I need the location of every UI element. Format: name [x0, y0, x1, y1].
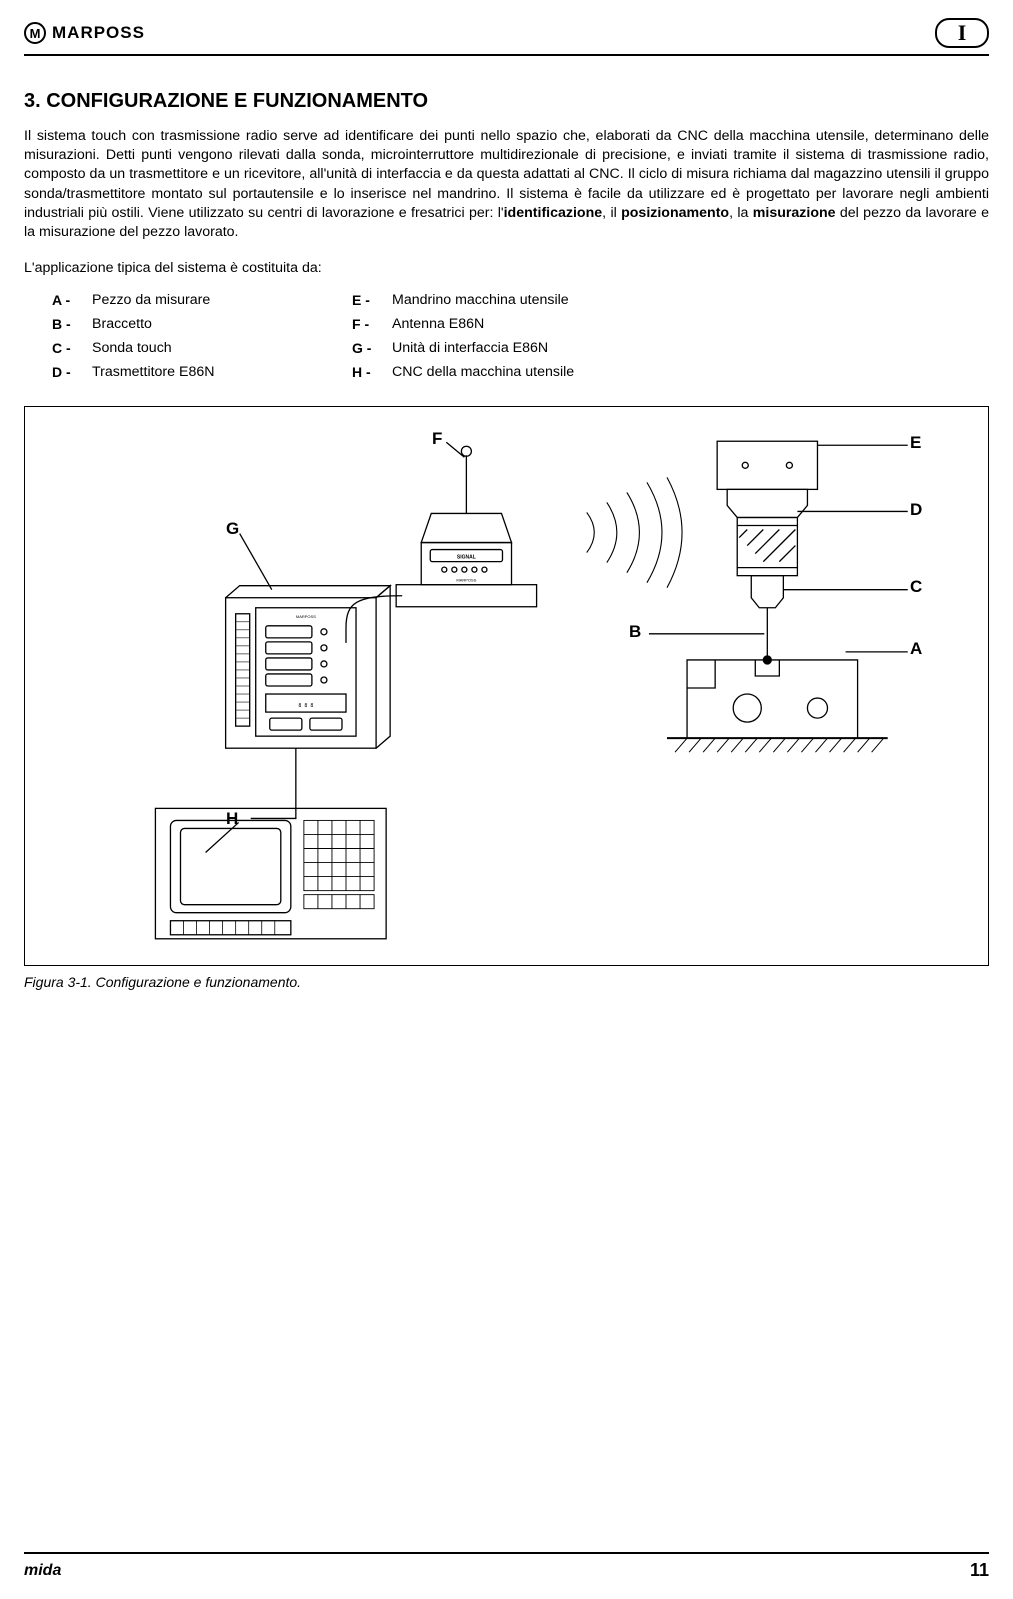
legend-val: Mandrino macchina utensile — [392, 292, 569, 308]
legend-val: Unità di interfaccia E86N — [392, 340, 548, 356]
brand-block: M MARPOSS — [24, 22, 145, 44]
legend-key: G - — [352, 340, 392, 356]
para-bold-3: posizionamento — [621, 205, 729, 221]
para-bold-1: identificazione — [504, 205, 603, 221]
legend-row: D - Trasmettitore E86N H - CNC della mac… — [52, 364, 989, 380]
legend-key: C - — [52, 340, 92, 356]
footer-page-number: 11 — [970, 1560, 989, 1581]
signal-label: SIGNAL — [457, 555, 476, 561]
legend-row: C - Sonda touch G - Unità di interfaccia… — [52, 340, 989, 356]
para-bold-5: misurazione — [753, 205, 836, 221]
section-title: 3. CONFIGURAZIONE E FUNZIONAMENTO — [24, 90, 989, 113]
brand-logo-icon: M — [24, 22, 46, 44]
brand-name: MARPOSS — [52, 23, 145, 43]
page-footer: mida 11 — [24, 1552, 989, 1581]
legend-val: Trasmettitore E86N — [92, 364, 214, 380]
legend-key: B - — [52, 316, 92, 332]
svg-text:MARPOSS: MARPOSS — [296, 614, 316, 619]
figure-svg: SIGNAL MARPOSS — [25, 407, 988, 965]
legend-val: Sonda touch — [92, 340, 172, 356]
figure-caption: Figura 3-1. Configurazione e funzionamen… — [24, 974, 989, 990]
para-part-2: , il — [602, 205, 621, 221]
legend-val: CNC della macchina utensile — [392, 364, 574, 380]
legend-key: E - — [352, 292, 392, 308]
lead-text: L'applicazione tipica del sistema è cost… — [24, 260, 989, 276]
legend-key: D - — [52, 364, 92, 380]
legend-val: Braccetto — [92, 316, 152, 332]
marposs-small-label: MARPOSS — [456, 578, 476, 583]
footer-product: mida — [24, 1562, 61, 1580]
figure-box: F E D C B A G H — [24, 406, 989, 966]
legend-row: B - Braccetto F - Antenna E86N — [52, 316, 989, 332]
legend-val: Pezzo da misurare — [92, 292, 210, 308]
legend-key: H - — [352, 364, 392, 380]
page-header: M MARPOSS I — [24, 18, 989, 56]
para-part-4: , la — [729, 205, 753, 221]
legend-key: A - — [52, 292, 92, 308]
legend-key: F - — [352, 316, 392, 332]
language-badge: I — [935, 18, 989, 48]
legend-val: Antenna E86N — [392, 316, 484, 332]
legend-row: A - Pezzo da misurare E - Mandrino macch… — [52, 292, 989, 308]
section-paragraph: Il sistema touch con trasmissione radio … — [24, 127, 989, 242]
svg-text:8 8 8: 8 8 8 — [298, 703, 313, 709]
legend-table: A - Pezzo da misurare E - Mandrino macch… — [52, 292, 989, 380]
